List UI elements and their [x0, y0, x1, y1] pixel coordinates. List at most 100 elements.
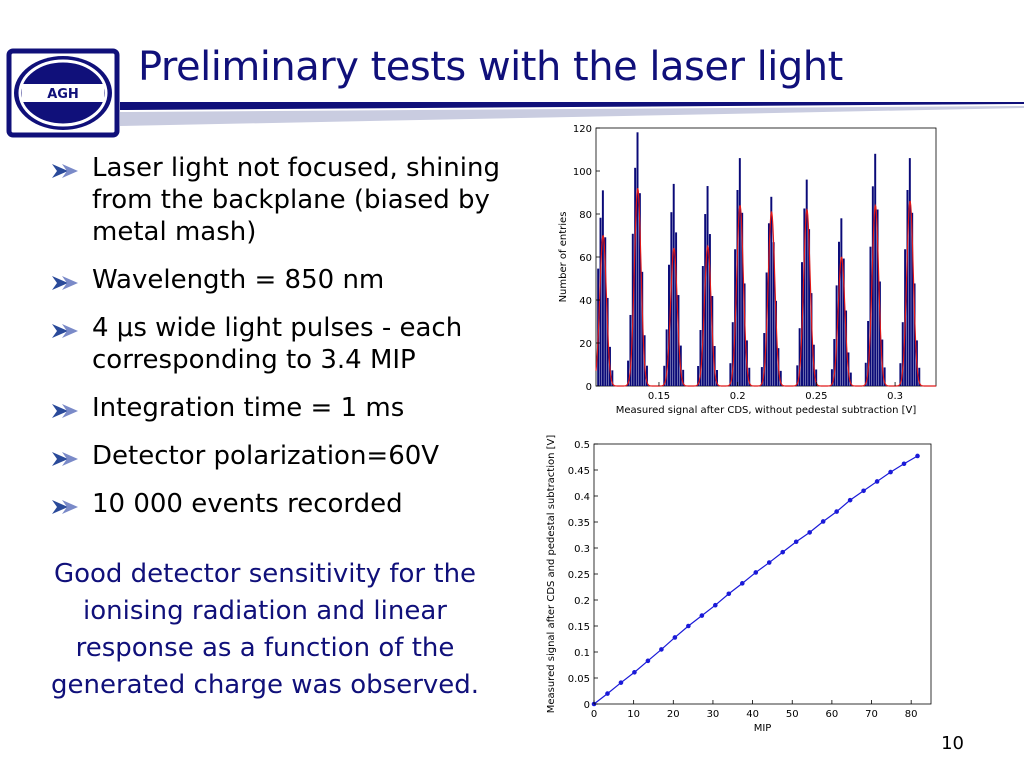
histogram-bar	[798, 328, 801, 386]
histogram-bar	[716, 370, 718, 386]
histogram-bar	[901, 322, 904, 386]
histogram-bar	[867, 320, 870, 386]
histogram-bar	[634, 167, 637, 386]
histogram-bar	[611, 370, 614, 386]
bullet-text: Integration time = 1 ms	[92, 393, 405, 423]
histogram-chart: 0 20 40 60 80 100 120 0.15 0.2 0.25 0.3 Measured si…	[558, 124, 937, 416]
data-point	[834, 509, 839, 514]
x-tick-label: 50	[786, 709, 799, 720]
bullet-text: Detector polarization=60V	[92, 441, 440, 471]
x-tick-label: 40	[746, 709, 759, 720]
histogram-bar	[743, 283, 746, 386]
histogram-bar	[772, 242, 775, 386]
data-point	[699, 613, 705, 618]
histogram-bar	[706, 186, 709, 386]
y-tick-label: 0.5	[574, 440, 590, 451]
histogram-bar	[699, 330, 702, 386]
histogram-bar	[830, 369, 833, 386]
bullet-item: Integration time = 1 ms	[52, 392, 512, 424]
histogram-bar	[840, 218, 843, 386]
histogram-bar	[763, 333, 766, 386]
y-tick-label: 120	[573, 124, 592, 135]
histogram-bar	[741, 212, 744, 386]
histogram-bar	[731, 322, 734, 386]
slide-title: Preliminary tests with the laser light	[138, 44, 843, 90]
histogram-bar	[708, 234, 711, 386]
y-tick-label: 0.15	[568, 622, 590, 633]
x-tick-label: 0	[591, 709, 597, 720]
y-tick-label: 60	[579, 253, 592, 264]
histogram-bar	[805, 179, 808, 386]
data-point	[766, 560, 772, 565]
x-tick-label: 20	[667, 709, 680, 720]
data-point	[672, 635, 678, 640]
histogram-bar	[665, 329, 668, 386]
histogram-bar	[675, 232, 678, 386]
histogram-bar	[636, 132, 639, 386]
histogram-bar	[911, 212, 914, 386]
histogram-bar	[810, 293, 813, 386]
x-axis-label: MIP	[754, 723, 772, 734]
bullet-list: Laser light not focused, shining from th…	[52, 152, 512, 536]
histogram-bar	[599, 217, 602, 386]
histogram-bar	[918, 367, 921, 386]
arrow-bullet-icon	[52, 500, 78, 514]
histogram-bar	[704, 214, 707, 386]
data-point	[820, 519, 826, 524]
histogram-bar	[849, 372, 852, 386]
histogram-bar	[767, 223, 770, 386]
histogram-bar	[878, 281, 881, 386]
page-number: 10	[941, 733, 964, 754]
y-tick-label: 0.4	[574, 492, 590, 503]
x-tick-label: 70	[865, 709, 878, 720]
arrow-bullet-icon	[52, 324, 78, 338]
histogram-bar	[803, 208, 806, 386]
histogram-bar	[770, 196, 773, 386]
arrow-bullet-icon	[52, 164, 78, 178]
x-tick-label: 0.2	[730, 391, 746, 402]
histogram-bar	[748, 367, 751, 386]
histogram-bar	[670, 212, 673, 386]
histogram-bar	[760, 367, 763, 386]
bullet-item: Wavelength = 850 nm	[52, 264, 512, 296]
data-point	[847, 497, 853, 503]
histogram-bar	[641, 271, 644, 386]
histogram-bar	[913, 283, 916, 386]
y-tick-label: 0.25	[568, 570, 590, 581]
histogram-bar	[906, 190, 909, 386]
data-point	[605, 691, 610, 696]
histogram-bar	[701, 266, 704, 386]
data-point	[713, 602, 718, 608]
y-tick-label: 0.35	[568, 518, 590, 529]
data-point	[915, 453, 920, 459]
histogram-bar	[672, 183, 675, 386]
histogram-bar	[738, 158, 741, 386]
histogram-bar	[815, 369, 818, 386]
histogram-bar	[845, 310, 848, 386]
agh-logo: AGH	[6, 48, 120, 138]
x-tick-label: 60	[826, 709, 839, 720]
y-tick-label: 20	[579, 339, 592, 350]
y-tick-label: 80	[579, 210, 592, 221]
bullet-text: 4 μs wide light pulses - each correspond…	[92, 313, 463, 375]
histogram-bar	[871, 186, 874, 386]
histogram-bar	[775, 300, 778, 386]
data-point	[861, 488, 866, 494]
data-point	[618, 680, 624, 685]
histogram-bar	[779, 370, 782, 386]
histogram-bar	[629, 314, 632, 386]
histogram-bar	[874, 153, 877, 386]
bullet-item: 4 μs wide light pulses - each correspond…	[52, 312, 512, 376]
arrow-bullet-icon	[52, 404, 78, 418]
histogram-bar	[833, 339, 836, 386]
histogram-bar	[876, 209, 879, 386]
histogram-bar	[883, 367, 886, 386]
x-tick-label: 0.3	[887, 391, 903, 402]
histogram-bar	[682, 369, 685, 386]
histogram-bar	[864, 362, 867, 386]
data-point	[753, 570, 759, 575]
histogram-bar	[604, 237, 607, 386]
y-tick-label: 0.05	[568, 674, 590, 685]
plot-frame	[593, 443, 932, 705]
data-point	[807, 530, 812, 535]
